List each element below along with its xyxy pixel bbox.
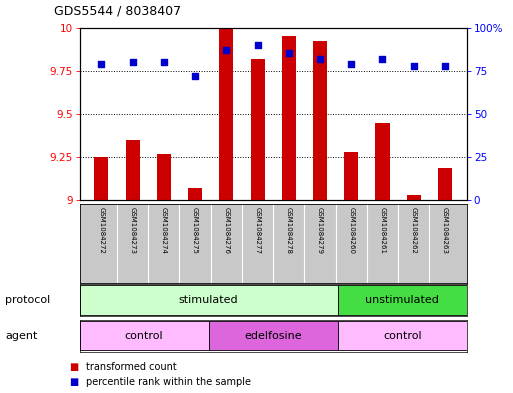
Point: [379, 55, 387, 62]
Point: [409, 62, 418, 69]
Text: GSM1084277: GSM1084277: [254, 207, 261, 254]
Text: stimulated: stimulated: [179, 295, 239, 305]
Bar: [407, 195, 421, 200]
Bar: [94, 157, 108, 200]
Bar: [376, 123, 389, 200]
Text: control: control: [383, 331, 422, 341]
Text: GSM1084273: GSM1084273: [130, 207, 135, 254]
Text: agent: agent: [5, 331, 37, 341]
Bar: [282, 36, 296, 200]
Text: ■: ■: [69, 377, 78, 387]
Text: GSM1084263: GSM1084263: [442, 207, 448, 254]
Text: transformed count: transformed count: [86, 362, 176, 373]
Point: [191, 73, 199, 79]
Text: GSM1084279: GSM1084279: [317, 207, 323, 254]
Text: edelfosine: edelfosine: [244, 331, 302, 341]
Point: [160, 59, 168, 65]
Point: [129, 59, 137, 65]
Bar: [157, 154, 171, 200]
Text: percentile rank within the sample: percentile rank within the sample: [86, 377, 251, 387]
Bar: [338, 285, 467, 315]
Bar: [438, 167, 452, 200]
Point: [222, 47, 230, 53]
Text: GDS5544 / 8038407: GDS5544 / 8038407: [54, 5, 181, 18]
Bar: [219, 28, 233, 200]
Point: [347, 61, 356, 67]
Point: [285, 50, 293, 57]
Text: GSM1084274: GSM1084274: [161, 207, 167, 253]
Bar: [188, 188, 202, 200]
Point: [441, 62, 449, 69]
Text: control: control: [125, 331, 163, 341]
Text: ■: ■: [69, 362, 78, 373]
Text: GSM1084276: GSM1084276: [223, 207, 229, 254]
Bar: [126, 140, 140, 200]
Text: GSM1084278: GSM1084278: [286, 207, 292, 254]
Text: GSM1084260: GSM1084260: [348, 207, 354, 254]
Text: unstimulated: unstimulated: [365, 295, 439, 305]
Text: GSM1084262: GSM1084262: [411, 207, 417, 253]
Point: [97, 61, 106, 67]
Bar: [80, 285, 338, 315]
Bar: [313, 41, 327, 200]
Text: GSM1084275: GSM1084275: [192, 207, 198, 253]
Bar: [250, 59, 265, 200]
Text: protocol: protocol: [5, 295, 50, 305]
Bar: [209, 321, 338, 351]
Bar: [344, 152, 358, 200]
Point: [316, 55, 324, 62]
Text: GSM1084261: GSM1084261: [380, 207, 385, 254]
Text: GSM1084272: GSM1084272: [98, 207, 104, 253]
Point: [253, 42, 262, 48]
Bar: [338, 321, 467, 351]
Bar: [80, 321, 209, 351]
